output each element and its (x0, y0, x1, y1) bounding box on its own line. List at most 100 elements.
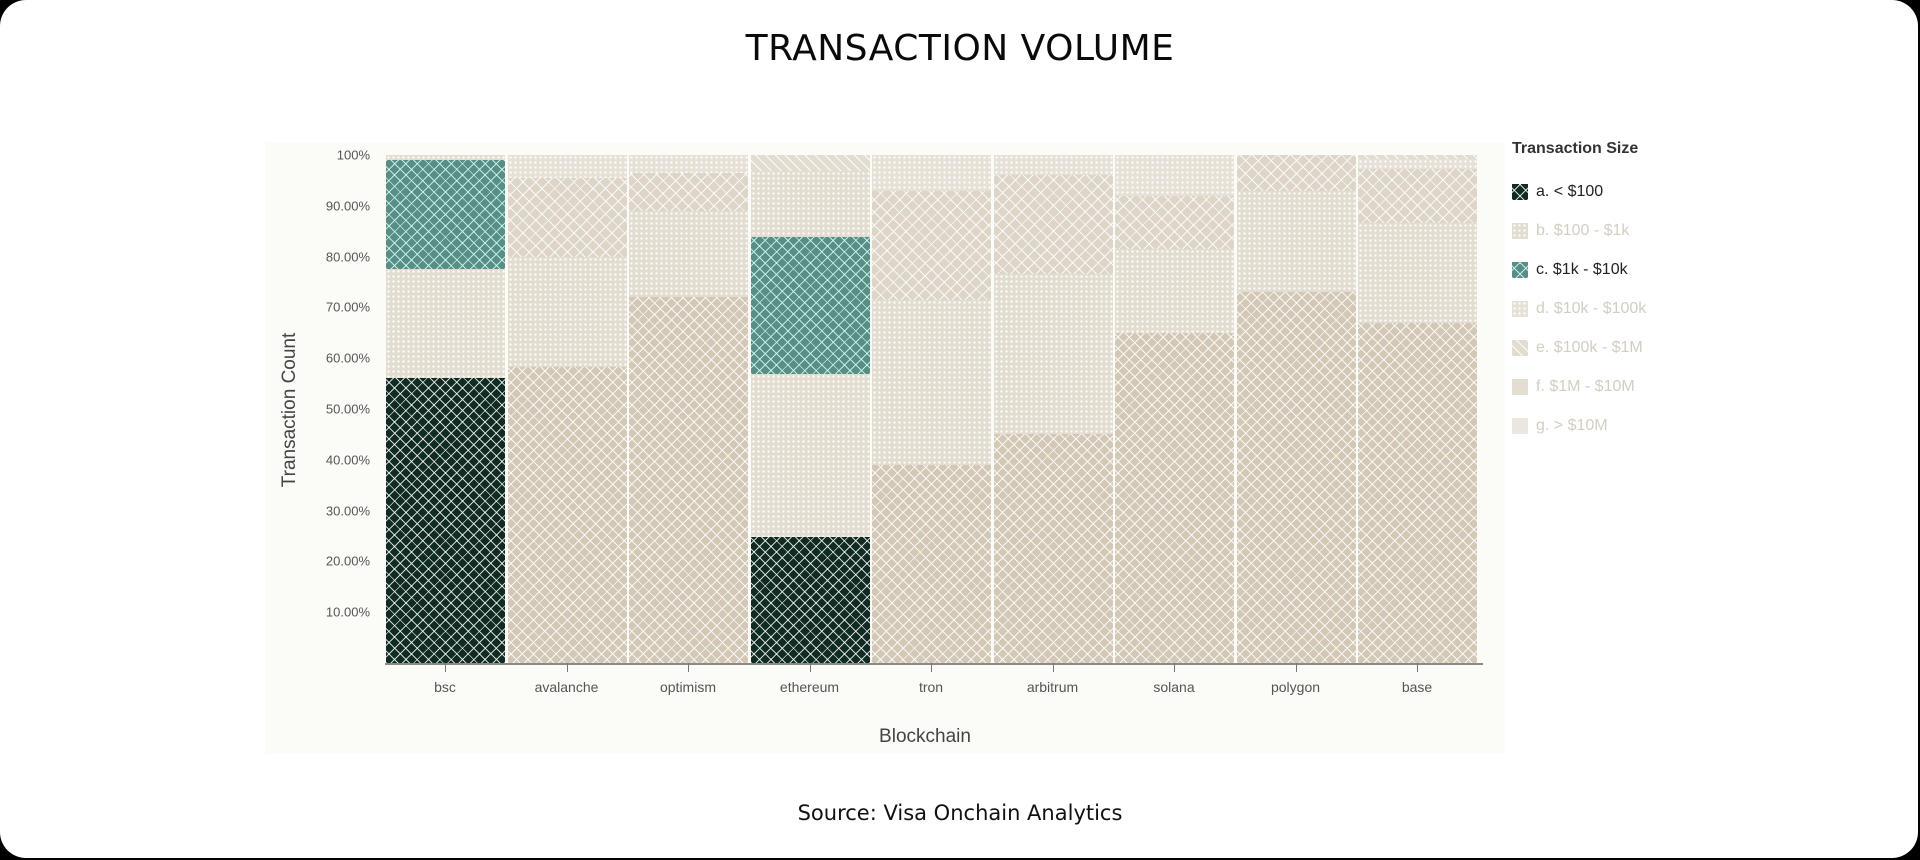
x-tick-label: base (1401, 679, 1433, 695)
y-tick-label: 10.00% (325, 604, 370, 620)
bar-solana[interactable] (1115, 155, 1234, 663)
bar-segment[interactable] (1236, 190, 1356, 293)
x-tick-mark (688, 663, 689, 672)
bar-segment[interactable] (750, 237, 870, 375)
bar-ethereum[interactable] (750, 155, 870, 663)
y-tick-label: 60.00% (325, 350, 370, 366)
bar-tron[interactable] (872, 155, 991, 663)
legend-item[interactable]: d. $10k - $100k (1512, 289, 1646, 328)
bar-segment[interactable] (1358, 222, 1477, 323)
x-tick-label: tron (918, 679, 944, 695)
x-tick-mark (809, 663, 811, 672)
x-tick-mark (445, 663, 446, 672)
x-tick-mark (931, 663, 932, 672)
bar-optimism[interactable] (629, 155, 748, 663)
x-tick-mark (1295, 663, 1297, 672)
bar-segment[interactable] (386, 378, 505, 663)
x-tick-label: ethereum (779, 679, 840, 695)
x-tick-mark (1174, 663, 1175, 672)
x-tick-label: avalanche (534, 679, 599, 695)
bar-segment[interactable] (872, 464, 991, 663)
bar-segment[interactable] (993, 174, 1113, 275)
bar-base[interactable] (1358, 155, 1477, 663)
legend-swatch-icon (1512, 261, 1528, 278)
bar-segment[interactable] (993, 155, 1113, 175)
bar-segment[interactable] (750, 155, 870, 172)
legend-label: b. $100 - $1k (1536, 221, 1630, 239)
source-note: Source: Visa Onchain Analytics (797, 801, 1123, 825)
x-tick-label: polygon (1270, 679, 1321, 695)
legend-item[interactable]: c. $1k - $10k (1512, 250, 1646, 289)
bar-segment[interactable] (507, 256, 627, 367)
legend-item[interactable]: b. $100 - $1k (1512, 211, 1646, 250)
bar-segment[interactable] (993, 274, 1113, 435)
bar-segment[interactable] (872, 155, 991, 191)
y-tick-label: 90.00% (325, 198, 370, 214)
legend-item[interactable]: f. $1M - $10M (1512, 367, 1646, 406)
legend-swatch-icon (1512, 222, 1528, 239)
bar-segment[interactable] (1115, 155, 1234, 196)
y-tick-label: 50.00% (325, 401, 370, 417)
bar-segment[interactable] (1236, 292, 1356, 663)
y-tick-label: 80.00% (325, 249, 370, 265)
y-axis-label: Transaction Count (279, 332, 300, 488)
legend-swatch-icon (1512, 183, 1528, 200)
bar-segment[interactable] (386, 268, 505, 379)
bar-segment[interactable] (872, 299, 991, 465)
bar-polygon[interactable] (1236, 155, 1356, 663)
bar-segment[interactable] (750, 537, 870, 663)
bar-segment[interactable] (507, 177, 627, 257)
y-tick-label: 30.00% (325, 503, 370, 519)
bar-segment[interactable] (750, 374, 870, 538)
bar-segment[interactable] (1115, 332, 1234, 663)
legend: Transaction Size a. < $100 b. $100 - $1k c… (1512, 140, 1646, 445)
legend-item[interactable]: e. $100k - $1M (1512, 328, 1646, 367)
bar-segment[interactable] (386, 155, 505, 161)
bar-segment[interactable] (872, 190, 991, 300)
x-tick-label: bsc (434, 679, 456, 695)
legend-label: f. $1M - $10M (1536, 377, 1635, 395)
bar-segment[interactable] (1358, 158, 1477, 169)
y-tick-label: 100% (336, 147, 370, 163)
bar-segment[interactable] (629, 297, 748, 663)
bar-segment[interactable] (629, 172, 748, 211)
bar-segment[interactable] (1236, 155, 1356, 191)
bar-segment[interactable] (1358, 168, 1477, 223)
x-tick-mark (566, 663, 568, 672)
bar-segment[interactable] (1115, 249, 1234, 333)
legend-item[interactable]: a. < $100 (1512, 172, 1646, 211)
bar-arbitrum[interactable] (993, 155, 1113, 663)
bar-segment[interactable] (629, 155, 748, 173)
legend-swatch-icon (1512, 300, 1528, 317)
bar-segment[interactable] (629, 210, 748, 298)
plot-area (385, 155, 1483, 663)
bar-segment[interactable] (1358, 155, 1477, 159)
bar-avalanche[interactable] (507, 155, 627, 663)
legend-label: g. > $10M (1536, 416, 1608, 434)
bar-segment[interactable] (507, 155, 627, 178)
x-tick-label: optimism (659, 679, 716, 695)
bar-segment[interactable] (993, 434, 1113, 663)
legend-label: c. $1k - $10k (1536, 260, 1628, 278)
y-tick-label: 70.00% (325, 299, 370, 315)
legend-label: a. < $100 (1536, 182, 1604, 200)
legend-swatch-icon (1512, 339, 1528, 356)
y-tick-label: 20.00% (325, 553, 370, 569)
bar-segment[interactable] (386, 160, 505, 269)
bar-segment[interactable] (507, 366, 627, 663)
bar-segment[interactable] (750, 171, 870, 238)
chart-title: TRANSACTION VOLUME (745, 28, 1175, 69)
legend-item[interactable]: g. > $10M (1512, 406, 1646, 445)
x-tick-mark (1417, 663, 1418, 672)
legend-label: e. $100k - $1M (1536, 338, 1643, 356)
bar-segment[interactable] (1115, 195, 1234, 249)
x-tick-label: arbitrum (1026, 679, 1079, 695)
bar-segment[interactable] (1358, 322, 1477, 663)
legend-title: Transaction Size (1512, 140, 1639, 157)
y-tick-label: 40.00% (325, 452, 370, 468)
x-axis-label: Blockchain (879, 726, 971, 747)
legend-swatch-icon (1512, 417, 1528, 434)
x-tick-mark (1052, 663, 1054, 672)
legend-swatch-icon (1512, 378, 1528, 395)
bar-bsc[interactable] (386, 155, 505, 663)
